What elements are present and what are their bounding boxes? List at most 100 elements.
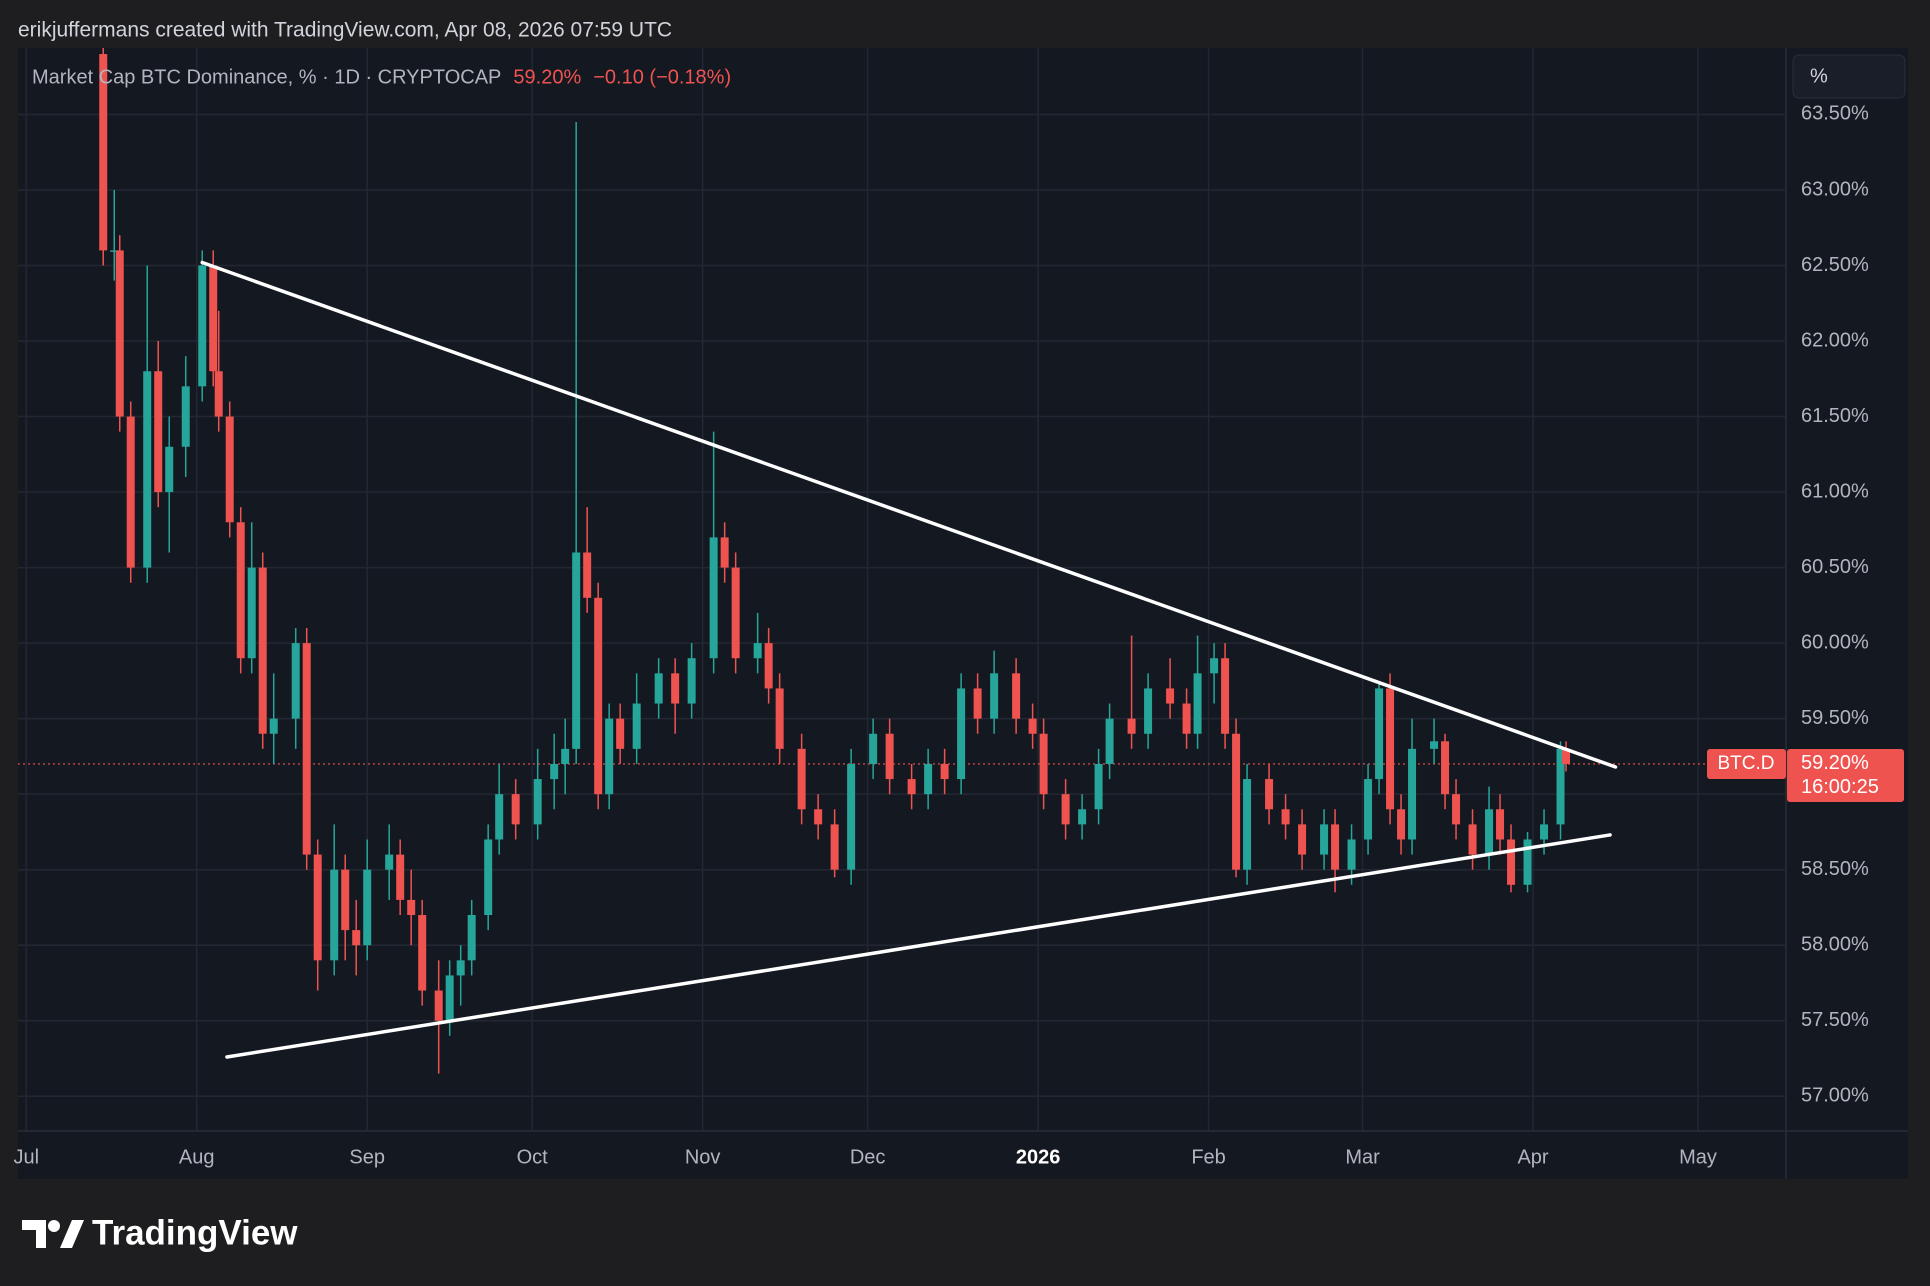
candle-body xyxy=(1441,741,1450,795)
candle-body xyxy=(583,552,592,598)
candle-body xyxy=(764,643,773,689)
y-tick-label: 62.50% xyxy=(1801,254,1869,276)
candle-body xyxy=(1281,809,1290,825)
candle-body xyxy=(1144,688,1153,734)
candle-body xyxy=(214,371,223,417)
candle-body xyxy=(209,265,218,372)
candle-body xyxy=(814,809,823,825)
candle-body xyxy=(291,643,300,719)
candle-body xyxy=(775,688,784,749)
x-tick-label: Dec xyxy=(850,1146,886,1168)
candle-body xyxy=(110,250,119,252)
labels: 57.00%57.50%58.00%58.50%59.00%59.50%60.0… xyxy=(13,103,1904,1168)
symbol-label: BTC.D xyxy=(1718,753,1775,774)
candle-body xyxy=(616,718,625,749)
y-tick-label: 63.50% xyxy=(1801,103,1869,125)
y-tick-label: 61.50% xyxy=(1801,405,1869,427)
candle-body xyxy=(1540,824,1549,840)
candle-body xyxy=(1221,658,1230,734)
candle-body xyxy=(1298,824,1307,855)
x-tick-label: Feb xyxy=(1191,1146,1225,1168)
candle-body xyxy=(885,733,894,780)
legend-change: −0.10 (−0.18%) xyxy=(593,66,731,88)
trendline xyxy=(225,833,1612,1059)
candle-body xyxy=(957,688,966,780)
candle-body xyxy=(456,960,465,976)
y-tick-label: 61.00% xyxy=(1801,480,1869,502)
grid xyxy=(18,48,1786,1131)
candle-body xyxy=(907,779,916,795)
scale-mode-button[interactable] xyxy=(1792,54,1906,99)
plot xyxy=(18,48,1786,1074)
candle-body xyxy=(687,658,696,704)
candle-body xyxy=(594,597,603,795)
candle-body xyxy=(352,930,361,946)
candle-body xyxy=(924,763,933,795)
candle-body xyxy=(1468,824,1477,855)
candle-body xyxy=(1012,673,1021,719)
candle-body xyxy=(99,54,108,251)
last-price-badge xyxy=(1787,748,1904,802)
candle-body xyxy=(1485,809,1494,855)
attribution: erikjuffermans created with TradingView.… xyxy=(18,19,672,42)
candle-body xyxy=(126,416,135,568)
candle-body xyxy=(720,537,729,568)
candle-body xyxy=(1232,733,1241,870)
candle-body xyxy=(1397,809,1406,840)
candle-body xyxy=(973,688,982,719)
candle-body xyxy=(1452,794,1461,825)
y-tick-label: 57.50% xyxy=(1801,1009,1869,1031)
candle-body xyxy=(1265,779,1274,810)
candle-body xyxy=(1210,658,1219,674)
candle-body xyxy=(1562,748,1571,764)
candle-body xyxy=(632,703,641,749)
symbol-badge xyxy=(1707,748,1786,779)
candle-body xyxy=(605,718,614,795)
candle-body xyxy=(236,522,245,659)
y-tick-label: 60.00% xyxy=(1801,631,1869,653)
candle-body xyxy=(396,854,405,900)
legend-title: Market Cap BTC Dominance, % · 1D · CRYPT… xyxy=(32,66,501,88)
candle-body xyxy=(1028,718,1037,734)
candle-body xyxy=(1408,748,1417,840)
candle-body xyxy=(940,763,949,780)
candle-body xyxy=(495,794,504,840)
countdown: 16:00:25 xyxy=(1801,776,1879,798)
candle-body xyxy=(1430,741,1439,749)
candle-body xyxy=(341,869,350,931)
brand: TradingView xyxy=(92,1213,298,1252)
candle-body xyxy=(1320,824,1329,855)
candle-body xyxy=(830,824,839,870)
candle-body xyxy=(1039,733,1048,795)
candle-body xyxy=(550,763,559,780)
candle-body xyxy=(330,869,339,961)
candle-body xyxy=(990,673,999,719)
candle-body xyxy=(511,794,520,825)
candle-body xyxy=(143,371,152,568)
chart-panel xyxy=(18,48,1908,1179)
candle-body xyxy=(467,915,476,961)
x-tick-label: May xyxy=(1679,1146,1717,1168)
x-tick-label: Aug xyxy=(179,1146,215,1168)
candle-body xyxy=(1556,748,1565,825)
candle-body xyxy=(1496,809,1505,840)
candle-body xyxy=(654,673,663,704)
candle-body xyxy=(1331,824,1340,870)
candle-body xyxy=(1166,688,1175,704)
candle-body xyxy=(198,265,207,387)
candle-body xyxy=(225,416,234,523)
x-tick-label: Jul xyxy=(13,1146,39,1168)
scale-mode[interactable]: % xyxy=(1810,65,1828,87)
candle-body xyxy=(258,567,267,734)
candle-body xyxy=(671,673,680,704)
candle-body xyxy=(154,371,163,493)
x-tick-label: Apr xyxy=(1517,1146,1548,1168)
x-tick-label: Nov xyxy=(685,1146,721,1168)
candle-body xyxy=(847,763,856,870)
candle-body xyxy=(1061,794,1070,825)
y-tick-label: 63.00% xyxy=(1801,178,1869,200)
y-tick-label: 60.50% xyxy=(1801,556,1869,578)
brand-logo xyxy=(22,1220,84,1248)
